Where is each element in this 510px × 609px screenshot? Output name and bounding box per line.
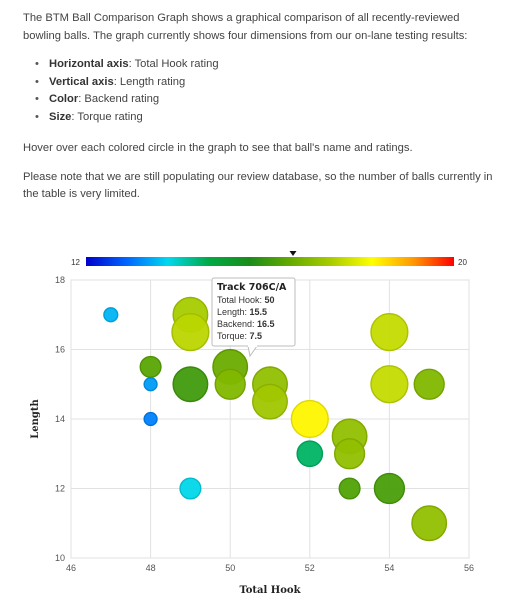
tooltip-label: Backend: — [217, 319, 257, 329]
ball-data-point[interactable] — [290, 399, 329, 439]
dimension-desc: : Torque rating — [71, 110, 143, 123]
ball-data-point[interactable] — [411, 505, 448, 542]
hover-tooltip: Track 706C/A Total Hook: 50 Length: 15.5… — [211, 277, 296, 358]
hover-instructions: Hover over each colored circle in the gr… — [23, 142, 413, 154]
ball-data-point[interactable] — [252, 383, 288, 420]
dimension-desc: : Total Hook rating — [128, 58, 219, 70]
y-tick-label: 10 — [55, 553, 65, 563]
tooltip-torque: Torque: 7.5 — [217, 331, 262, 341]
tooltip-length: Length: 15.5 — [217, 307, 267, 317]
ball-data-point[interactable] — [373, 472, 406, 505]
tooltip-value: 16.5 — [257, 319, 275, 329]
ball-data-point[interactable] — [214, 368, 246, 400]
ball-data-point[interactable] — [139, 355, 162, 378]
tooltip-title: Track 706C/A — [217, 282, 287, 293]
dimension-desc: : Backend rating — [78, 93, 160, 105]
tooltip-label: Total Hook: — [217, 295, 265, 305]
chart-svg: 12 20 46 48 50 52 54 56 10 12 14 16 18 Track 706C/… — [30, 251, 474, 596]
data-points — [103, 296, 448, 542]
ball-data-point[interactable] — [370, 313, 409, 352]
dimension-item: Vertical axis: Length rating — [35, 74, 493, 92]
dimension-label: Color — [49, 93, 79, 105]
x-tick-label: 48 — [146, 563, 156, 573]
color-gradient — [86, 257, 454, 266]
y-tick-label: 18 — [55, 275, 65, 285]
ball-data-point[interactable] — [172, 366, 209, 403]
ball-comparison-chart: 12 20 46 48 50 52 54 56 10 12 14 16 18 Track 706C/… — [0, 246, 510, 609]
dimension-label: Size — [49, 110, 72, 123]
intro-paragraph: The BTM Ball Comparison Graph shows a gr… — [23, 12, 468, 42]
dimension-label: Vertical axis — [49, 75, 114, 88]
tooltip-label: Torque: — [217, 331, 250, 341]
color-scale-marker — [289, 251, 297, 256]
ball-data-point[interactable] — [143, 377, 158, 392]
ball-data-point[interactable] — [296, 440, 324, 468]
y-tick-label: 16 — [55, 345, 65, 355]
x-tick-label: 46 — [66, 563, 76, 573]
dimension-label: Horizontal axis — [49, 58, 129, 70]
tooltip-value: 50 — [265, 295, 275, 305]
dimension-item: Horizontal axis: Total Hook rating — [35, 56, 493, 74]
ball-data-point[interactable] — [143, 411, 158, 427]
tooltip-value: 7.5 — [250, 331, 263, 341]
x-tick-label: 54 — [384, 563, 394, 573]
axis-ticks: 46 48 50 52 54 56 10 12 14 16 18 — [55, 275, 474, 573]
x-axis-title: Total Hook — [239, 585, 301, 596]
intro-text: The BTM Ball Comparison Graph shows a gr… — [23, 10, 493, 215]
ball-data-point[interactable] — [171, 313, 210, 352]
ball-data-point[interactable] — [333, 438, 366, 470]
x-tick-label: 52 — [305, 563, 315, 573]
tooltip-value: 15.5 — [250, 307, 268, 317]
tooltip-label: Length: — [217, 307, 250, 317]
dimension-item: Size: Torque rating — [35, 109, 493, 127]
color-scale-bar: 12 20 — [71, 251, 467, 267]
y-tick-label: 14 — [55, 414, 65, 424]
database-note: Please note that we are still populating… — [23, 170, 493, 201]
y-tick-label: 12 — [55, 484, 65, 494]
ball-data-point[interactable] — [370, 365, 409, 404]
dimension-item: Color: Backend rating — [35, 91, 493, 109]
y-axis-title: Length — [30, 398, 41, 438]
tooltip-backend: Backend: 16.5 — [217, 319, 275, 329]
ball-data-point[interactable] — [103, 307, 119, 323]
ball-data-point[interactable] — [338, 477, 361, 500]
ball-data-point[interactable] — [179, 477, 202, 500]
color-scale-max: 20 — [458, 258, 467, 267]
dimension-list: Horizontal axis: Total Hook rating Verti… — [23, 56, 493, 126]
ball-data-point[interactable] — [413, 368, 445, 400]
dimension-desc: : Length rating — [113, 75, 186, 88]
color-scale-min: 12 — [71, 258, 80, 267]
tooltip-total-hook: Total Hook: 50 — [217, 295, 275, 305]
x-tick-label: 50 — [225, 563, 235, 573]
x-tick-label: 56 — [464, 563, 474, 573]
